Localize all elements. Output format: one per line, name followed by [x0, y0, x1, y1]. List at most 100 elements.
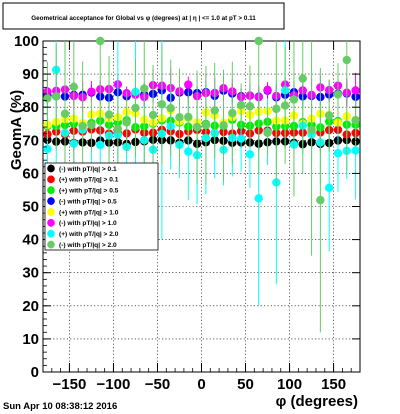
- data-point: [96, 140, 105, 150]
- data-point: [157, 100, 167, 109]
- legend-entry: (+) with pT/|q| > 0.5: [47, 186, 119, 195]
- x-tick-label: 0: [197, 376, 205, 393]
- data-point: [342, 55, 351, 65]
- legend-entry: (-) with pT/|q| > 0.5: [47, 197, 117, 205]
- x-tick-label: −50: [145, 376, 170, 393]
- legend-swatch: [47, 219, 55, 227]
- data-point: [333, 149, 343, 158]
- data-point: [184, 147, 193, 156]
- data-point: [192, 122, 202, 132]
- data-point: [324, 183, 334, 193]
- data-point: [210, 106, 219, 115]
- data-point: [289, 95, 299, 104]
- legend-swatch: [47, 175, 55, 184]
- data-point: [324, 111, 334, 120]
- data-point: [351, 116, 360, 125]
- y-tick-label: 40: [22, 232, 39, 249]
- axes: 0 10 20 30 40 50 60 70 80 90 100 −150 −100 −50 0 50 100 1…: [14, 33, 361, 393]
- data-point: [263, 128, 272, 138]
- data-point: [148, 110, 158, 120]
- data-point: [104, 110, 114, 119]
- legend-label: (+) with pT/|q| > 2.0: [59, 231, 119, 238]
- data-point: [201, 120, 211, 130]
- data-point: [87, 120, 96, 130]
- data-point: [316, 195, 325, 205]
- data-point: [60, 109, 70, 118]
- data-point: [236, 134, 246, 143]
- legend-entry: (+) with pT/|q| > 2.0: [47, 229, 119, 238]
- y-tick-label: 30: [22, 265, 39, 282]
- legend-swatch: [47, 240, 55, 249]
- legend-label: (-) with pT/|q| > 1.0: [59, 220, 117, 227]
- date-stamp: Sun Apr 10 08:38:12 2016: [3, 401, 117, 412]
- data-point: [228, 108, 237, 118]
- data-point: [351, 86, 360, 95]
- legend-label: (+) with pT/|q| > 0.5: [59, 188, 119, 195]
- legend-entry: (+) with pT/|q| > 0.1: [47, 175, 119, 184]
- x-tick-label: −100: [97, 376, 131, 393]
- data-point: [87, 87, 96, 96]
- data-point: [78, 121, 87, 131]
- data-point: [307, 125, 316, 135]
- y-tick-label: 100: [14, 33, 39, 50]
- data-point: [166, 103, 175, 113]
- data-point: [122, 118, 131, 127]
- data-point: [43, 144, 52, 154]
- chart-title: Geometrical acceptance for Global vs φ (…: [31, 15, 256, 22]
- data-point: [280, 101, 290, 110]
- data-point: [113, 124, 123, 134]
- data-point: [175, 112, 184, 122]
- data-point: [333, 90, 343, 99]
- data-point: [245, 102, 255, 111]
- data-point: [263, 85, 272, 95]
- x-tick-label: 150: [321, 376, 346, 393]
- data-point: [245, 150, 255, 159]
- legend-label: (-) with pT/|q| > 0.1: [59, 166, 117, 173]
- data-point: [184, 112, 193, 122]
- legend-entry: (-) with pT/|q| > 0.1: [47, 164, 117, 173]
- data-point: [96, 36, 105, 46]
- y-tick-label: 90: [22, 66, 39, 83]
- data-point: [254, 36, 263, 46]
- x-tick-label: 50: [237, 376, 254, 393]
- data-point: [351, 146, 360, 155]
- x-tick-label: 100: [277, 376, 302, 393]
- grid: [43, 41, 360, 372]
- y-tick-label: 10: [22, 331, 39, 348]
- y-tick-label: 20: [22, 298, 39, 315]
- y-tick-label: 50: [22, 199, 39, 216]
- legend-swatch: [47, 208, 55, 216]
- y-axis-title: GeomA (%): [8, 90, 25, 170]
- data-point: [140, 84, 149, 93]
- legend-label: (+) with pT/|q| > 0.1: [59, 177, 119, 184]
- y-tick-label: 80: [22, 99, 39, 116]
- data-point: [69, 82, 79, 92]
- data-point: [272, 104, 281, 114]
- legend-swatch: [47, 229, 55, 238]
- data-point: [236, 100, 246, 110]
- y-tick-label: 70: [22, 132, 39, 149]
- x-axis-title: φ (degrees): [276, 393, 358, 410]
- legend-swatch: [47, 164, 55, 173]
- data-point: [298, 74, 307, 83]
- y-tick-label: 0: [31, 364, 39, 381]
- series-group: [43, 36, 360, 333]
- data-point: [43, 94, 52, 103]
- data-point: [184, 80, 193, 89]
- legend-box: [44, 162, 159, 251]
- data-point: [219, 121, 228, 130]
- data-layer: [43, 36, 360, 333]
- title-box: Geometrical acceptance for Global vs φ (…: [2, 2, 285, 30]
- legend-entry: (-) with pT/|q| > 1.0: [47, 218, 117, 227]
- legend-entry: (-) with pT/|q| > 2.0: [47, 240, 117, 249]
- legend-swatch: [47, 186, 55, 194]
- legend-entry: (+) with pT/|q| > 1.0: [47, 207, 119, 216]
- legend-label: (-) with pT/|q| > 0.5: [59, 198, 117, 205]
- y-tick-label: 60: [22, 165, 39, 182]
- legend-label: (-) with pT/|q| > 2.0: [59, 242, 117, 249]
- legend: (-) with pT/|q| > 0.1 (+) with pT/|q| > 0…: [44, 162, 159, 251]
- legend-swatch: [47, 197, 55, 205]
- data-point: [254, 194, 263, 203]
- x-tick-label: −150: [53, 376, 87, 393]
